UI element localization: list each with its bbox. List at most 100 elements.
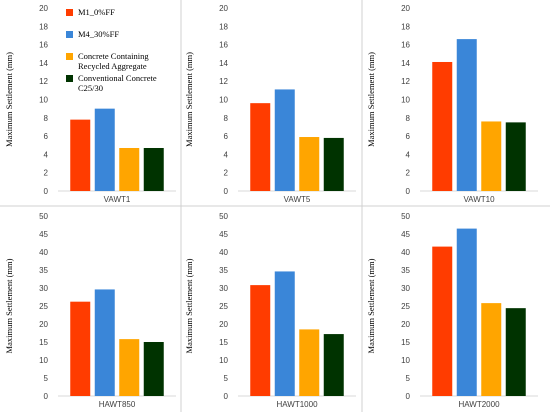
y-tick-label: 0 xyxy=(406,392,411,401)
y-tick-label: 12 xyxy=(39,77,48,86)
legend: M1_0%FF M4_30%FF Concrete ContainingRecycl… xyxy=(66,7,157,93)
y-axis-title: Maximum Settlement (mm) xyxy=(184,258,194,353)
x-category-label: HAWT2000 xyxy=(458,400,500,409)
y-tick-label: 35 xyxy=(219,266,228,275)
y-tick-label: 25 xyxy=(39,302,48,311)
y-tick-label: 4 xyxy=(224,150,229,159)
y-tick-label: 5 xyxy=(224,374,229,383)
y-tick-label: 10 xyxy=(219,356,228,365)
y-tick-label: 45 xyxy=(39,230,48,239)
chart-panel-3: 0 5 10 15 20 25 30 35 40 45 50 Maximum Settlement (… xyxy=(4,212,176,409)
chart-panel-2: 0 2 4 6 8 10 12 14 16 18 20 Maximum Settlement (mm)… xyxy=(366,4,538,204)
legend-swatch-3 xyxy=(66,53,73,60)
y-tick-label: 20 xyxy=(39,320,48,329)
y-tick-label: 16 xyxy=(401,41,410,50)
chart-panel-0: 0 2 4 6 8 10 12 14 16 18 20 Maximum Settlement (mm)… xyxy=(4,4,176,204)
y-tick-label: 10 xyxy=(401,96,410,105)
chart-panel-5: 0 5 10 15 20 25 30 35 40 45 50 Maximum Settlement (… xyxy=(366,212,538,409)
legend-label-4-line2: C25/30 xyxy=(78,83,103,93)
y-tick-label: 14 xyxy=(219,59,228,68)
y-tick-label: 18 xyxy=(39,22,48,31)
y-tick-label: 30 xyxy=(39,284,48,293)
y-tick-label: 2 xyxy=(406,169,411,178)
bar-VAWT5-series-1 xyxy=(250,103,271,191)
bar-VAWT10-series-4 xyxy=(505,122,526,191)
y-tick-label: 35 xyxy=(39,266,48,275)
bar-HAWT2000-series-3 xyxy=(481,303,502,396)
y-tick-label: 50 xyxy=(401,212,410,221)
bar-HAWT1000-series-4 xyxy=(323,334,344,396)
y-tick-label: 0 xyxy=(44,187,49,196)
y-tick-label: 6 xyxy=(44,132,49,141)
y-tick-label: 25 xyxy=(219,302,228,311)
y-tick-label: 20 xyxy=(219,4,228,13)
y-tick-label: 15 xyxy=(401,338,410,347)
bar-HAWT850-series-1 xyxy=(70,301,91,396)
y-axis-title: Maximum Settlement (mm) xyxy=(184,52,194,147)
bar-VAWT10-series-2 xyxy=(456,39,477,191)
x-category-label: VAWT10 xyxy=(463,195,495,204)
y-tick-label: 0 xyxy=(44,392,49,401)
y-tick-label: 15 xyxy=(219,338,228,347)
y-axis-title: Maximum Settlement (mm) xyxy=(366,52,376,147)
y-tick-label: 20 xyxy=(401,320,410,329)
bar-VAWT1-series-1 xyxy=(70,119,91,191)
bar-HAWT850-series-4 xyxy=(143,342,164,396)
bar-HAWT850-series-2 xyxy=(94,289,115,396)
bar-VAWT1-series-3 xyxy=(119,147,140,191)
x-category-label: HAWT850 xyxy=(99,400,136,409)
y-tick-label: 16 xyxy=(39,41,48,50)
bar-VAWT5-series-4 xyxy=(323,137,344,191)
y-axis-title: Maximum Settlement (mm) xyxy=(4,258,14,353)
y-tick-label: 5 xyxy=(406,374,411,383)
y-tick-label: 14 xyxy=(401,59,410,68)
bar-HAWT2000-series-1 xyxy=(432,246,453,396)
bar-HAWT1000-series-1 xyxy=(250,285,271,396)
y-tick-label: 30 xyxy=(401,284,410,293)
bar-HAWT1000-series-2 xyxy=(274,271,295,396)
bar-HAWT1000-series-3 xyxy=(299,329,320,396)
y-tick-label: 0 xyxy=(406,187,411,196)
bar-VAWT5-series-3 xyxy=(299,137,320,191)
y-tick-label: 8 xyxy=(224,114,229,123)
y-tick-label: 50 xyxy=(39,212,48,221)
y-tick-label: 0 xyxy=(224,392,229,401)
y-tick-label: 35 xyxy=(401,266,410,275)
bar-HAWT850-series-3 xyxy=(119,339,140,396)
legend-label-3-line2: Recycled Aggregate xyxy=(78,61,147,71)
y-tick-label: 10 xyxy=(219,96,228,105)
y-axis-title: Maximum Settlement (mm) xyxy=(366,258,376,353)
y-tick-label: 12 xyxy=(219,77,228,86)
legend-label-3: Concrete Containing xyxy=(78,51,149,61)
y-tick-label: 45 xyxy=(401,230,410,239)
y-tick-label: 10 xyxy=(39,356,48,365)
y-tick-label: 18 xyxy=(219,22,228,31)
y-tick-label: 50 xyxy=(219,212,228,221)
bar-VAWT5-series-2 xyxy=(274,89,295,191)
y-tick-label: 45 xyxy=(219,230,228,239)
legend-swatch-4 xyxy=(66,75,73,82)
y-tick-label: 2 xyxy=(44,169,49,178)
bar-VAWT1-series-2 xyxy=(94,108,115,191)
y-tick-label: 0 xyxy=(224,187,229,196)
y-axis-title: Maximum Settlement (mm) xyxy=(4,52,14,147)
y-tick-label: 14 xyxy=(39,59,48,68)
y-tick-label: 25 xyxy=(401,302,410,311)
bar-HAWT2000-series-2 xyxy=(456,228,477,396)
bar-HAWT2000-series-4 xyxy=(505,308,526,396)
bar-VAWT10-series-3 xyxy=(481,121,502,191)
y-tick-label: 10 xyxy=(39,96,48,105)
y-tick-label: 40 xyxy=(39,248,48,257)
x-category-label: HAWT1000 xyxy=(276,400,318,409)
y-tick-label: 4 xyxy=(44,150,49,159)
chart-panel-4: 0 5 10 15 20 25 30 35 40 45 50 Maximum Settlement (… xyxy=(184,212,356,409)
legend-label-4: Conventional Concrete xyxy=(78,73,157,83)
y-tick-label: 6 xyxy=(406,132,411,141)
y-tick-label: 8 xyxy=(406,114,411,123)
x-category-label: VAWT1 xyxy=(104,195,131,204)
y-tick-label: 4 xyxy=(406,150,411,159)
y-tick-label: 2 xyxy=(224,169,229,178)
y-tick-label: 6 xyxy=(224,132,229,141)
y-tick-label: 15 xyxy=(39,338,48,347)
